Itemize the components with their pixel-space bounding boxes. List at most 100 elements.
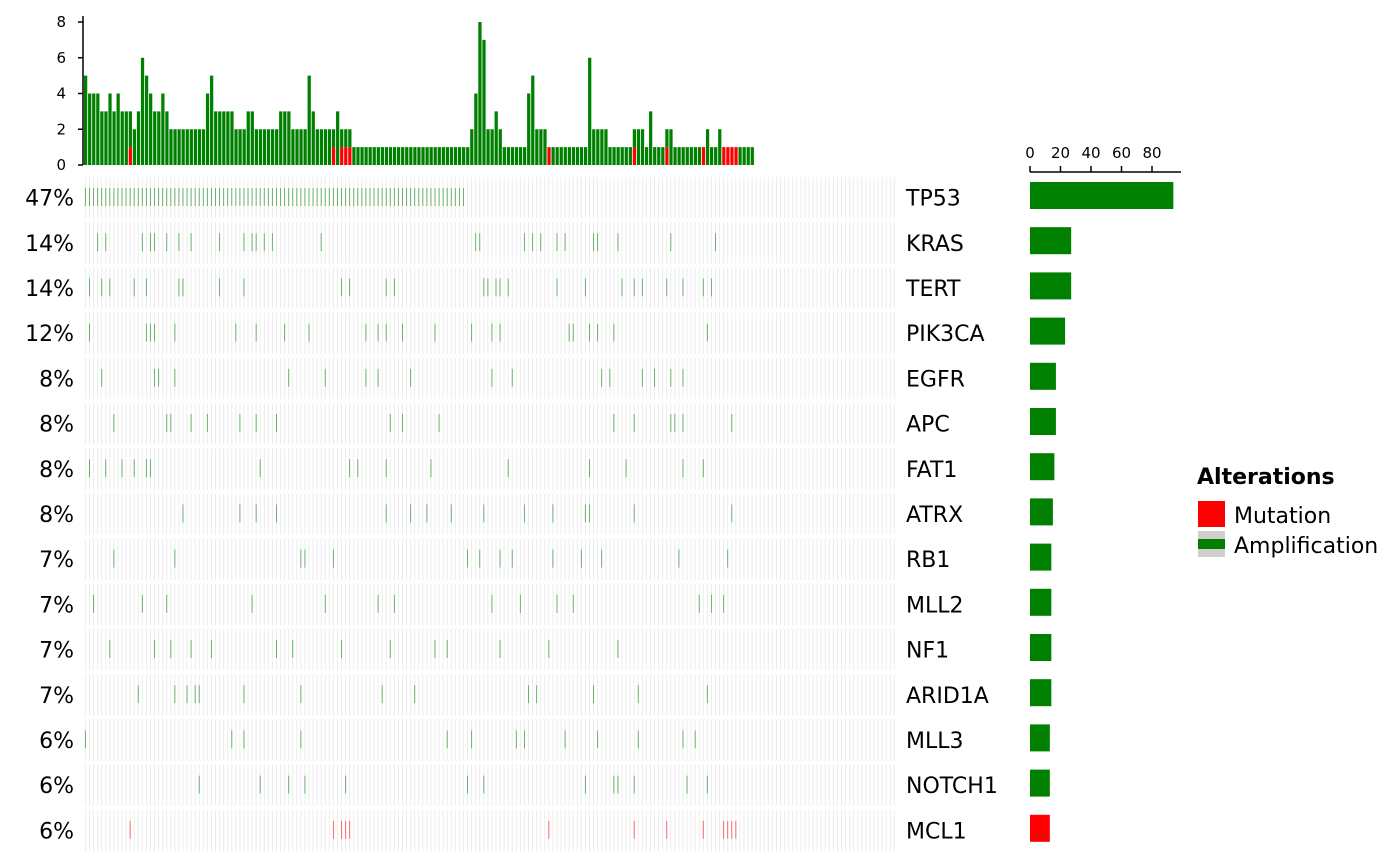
legend-swatch-mutation [1198,501,1225,527]
sample-bar [669,129,673,165]
gene-percentage: 12% [25,322,74,347]
sample-bar [478,22,482,165]
gene-percentage: 7% [39,593,74,618]
sample-bar [506,147,511,165]
sample-bar [364,147,368,165]
sample-bar [218,111,222,165]
sample-bar [348,129,352,148]
sample-bar [157,111,161,165]
sample-bar [234,129,238,165]
gene-name: ARID1A [906,684,989,709]
sample-bar-mutation [632,147,637,165]
sample-bar [149,93,153,165]
gene-count-axis-tick-label: 0 [1025,144,1035,162]
sample-bar [612,147,616,165]
sample-bar [632,129,637,148]
sample-bar [92,93,96,165]
gene-count-bar [1030,272,1072,300]
gene-count-bar [1030,588,1052,616]
gene-count-bar [1030,634,1052,661]
row-separator [84,579,897,584]
gene-name: MLL3 [906,729,964,754]
sample-bar [490,129,494,165]
sample-bar [486,129,490,165]
sample-bar [653,147,657,165]
sample-alteration-bars [84,22,754,165]
sample-bar [445,147,450,165]
sample-bar-mutation [722,147,726,165]
row-separator [84,805,897,810]
gene-percentage: 8% [39,413,74,438]
sample-bar [230,111,234,165]
sample-bar [388,147,393,165]
gene-percentage: 14% [25,232,74,257]
sample-bar [531,75,535,165]
sample-axis-tick-label: 0 [56,156,66,174]
sample-bar-mutation [331,147,336,165]
sample-bar [169,129,173,165]
sample-bar [153,111,157,165]
sample-bar [750,147,754,165]
sample-bar [315,129,319,165]
gene-name: KRAS [906,232,964,257]
gene-percentage: 7% [39,548,74,573]
sample-bar [567,147,571,165]
sample-bar [457,147,462,165]
gene-name: MLL2 [906,593,964,618]
sample-bar [673,147,677,165]
gene-count-axis: 0 20 40 60 80 [1025,144,1181,173]
sample-bar [449,147,454,165]
sample-bar [303,129,307,165]
sample-bar [210,75,214,165]
row-separator [84,399,897,403]
sample-bar [88,93,92,165]
sample-bar [470,129,474,165]
sample-bar [173,129,177,165]
sample-bar [356,147,360,165]
row-separator [84,851,897,855]
sample-bar [132,129,137,165]
sample-bar [372,147,376,165]
sample-bar-mutation [665,147,669,165]
sample-bar [311,111,315,165]
sample-bar [583,147,588,165]
row-separator [84,218,897,223]
sample-bar [262,129,267,165]
gene-name: ATRX [906,503,963,528]
sample-bar [376,147,380,165]
sample-bar [579,147,584,165]
sample-bar [266,129,271,165]
sample-bar [510,147,515,165]
sample-bar [518,147,523,165]
sample-bar [380,147,384,165]
sample-bar [429,147,433,165]
gene-name: TP53 [905,187,961,212]
gene-name: MCL1 [906,819,967,844]
sample-bar [405,147,409,165]
sample-bar-mutation [128,147,132,165]
gene-count-bar [1030,543,1052,571]
sample-bar [433,147,437,165]
sample-bar [336,111,340,165]
sample-bar [665,129,669,148]
sample-axis-tick-label: 4 [56,85,66,103]
gene-percentage: 6% [39,819,74,844]
sample-bar [112,111,116,165]
sample-bar [551,147,555,165]
sample-bar [543,129,547,165]
sample-bar-mutation [734,147,738,165]
gene-count-bars [1030,182,1174,842]
sample-bar [331,129,336,148]
sample-bar [124,111,128,165]
row-separator [84,760,897,765]
sample-bar [714,147,718,165]
sample-bar [453,147,458,165]
sample-bar-mutation [344,147,348,165]
gene-count-axis-tick-label: 80 [1142,144,1161,162]
sample-bar [327,129,332,165]
sample-bar [417,147,421,165]
sample-bar [498,129,502,165]
sample-bar [368,147,372,165]
sample-bar [640,129,645,165]
